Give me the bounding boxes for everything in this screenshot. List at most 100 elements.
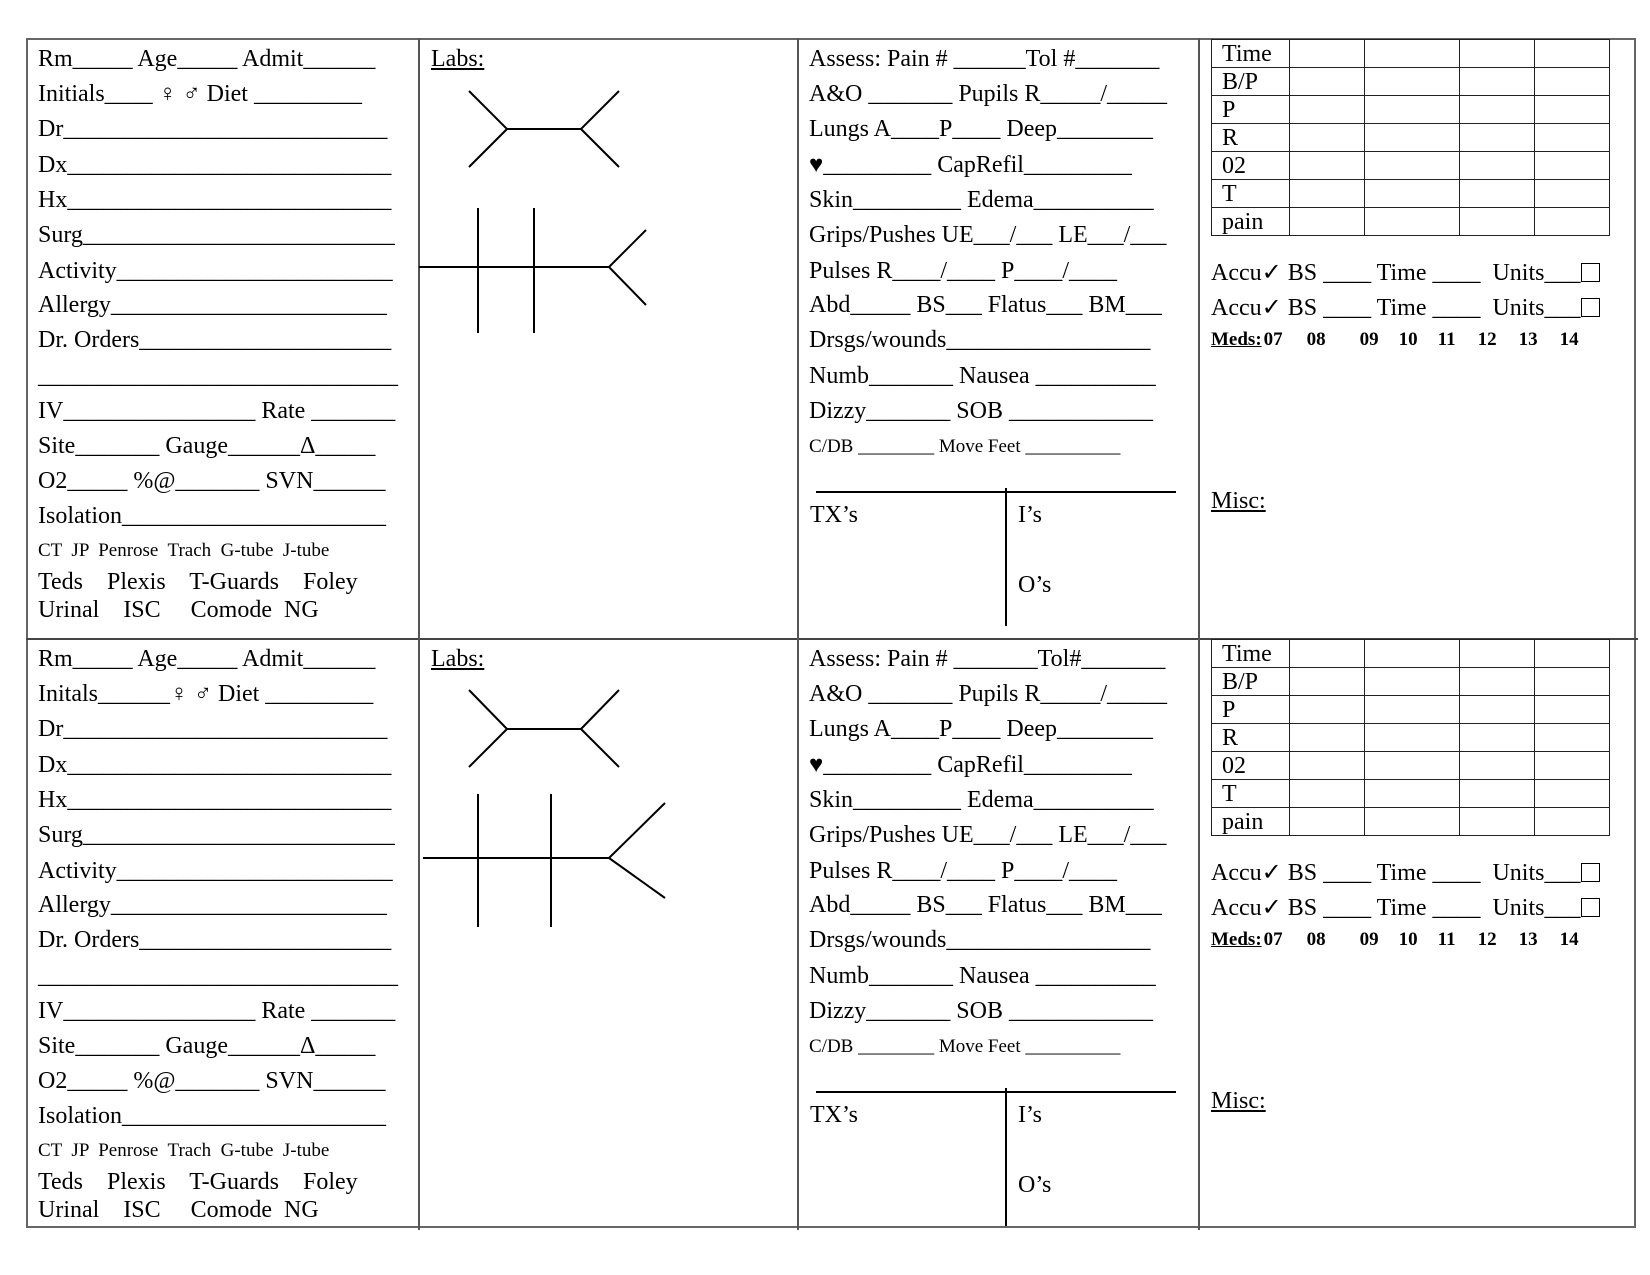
vitals-cell[interactable] [1534, 179, 1610, 208]
vitals-cell[interactable] [1459, 207, 1535, 236]
vitals-cell[interactable] [1534, 95, 1610, 124]
vitals-cell[interactable] [1534, 123, 1610, 152]
med-hour: 08 [1306, 329, 1326, 350]
vitals-row-label: R [1211, 723, 1290, 752]
vitals-row-label: P [1211, 95, 1290, 124]
vitals-cell[interactable] [1459, 751, 1535, 780]
vitals-cell[interactable] [1364, 39, 1460, 68]
vitals-row-label: T [1211, 179, 1290, 208]
vitals-cell[interactable] [1459, 639, 1535, 668]
assessment-field: A&O _______ Pupils R_____/_____ [809, 81, 1168, 107]
vitals-cell[interactable] [1289, 807, 1365, 836]
med-hour: 10 [1398, 929, 1418, 950]
accucheck-checkbox[interactable] [1581, 298, 1601, 317]
vitals-row-label: 02 [1211, 751, 1290, 780]
vitals-row: 02 [1211, 751, 1610, 780]
vitals-row-label: 02 [1211, 151, 1290, 180]
patient-info-field: ______________________________ [38, 963, 398, 989]
vitals-row-label: B/P [1211, 667, 1290, 696]
vitals-cell[interactable] [1459, 151, 1535, 180]
vitals-cell[interactable] [1364, 807, 1460, 836]
vitals-cell[interactable] [1289, 695, 1365, 724]
vitals-cell[interactable] [1364, 667, 1460, 696]
vitals-cell[interactable] [1459, 779, 1535, 808]
vitals-cell[interactable] [1289, 123, 1365, 152]
vitals-cell[interactable] [1534, 667, 1610, 696]
cbc-diagram-line [608, 266, 647, 306]
vitals-cell[interactable] [1289, 723, 1365, 752]
vitals-cell[interactable] [1364, 639, 1460, 668]
vitals-cell[interactable] [1289, 179, 1365, 208]
vitals-cell[interactable] [1534, 723, 1610, 752]
cbc-diagram-line [608, 857, 666, 899]
vitals-cell[interactable] [1459, 667, 1535, 696]
t-chart-vertical-line [1005, 1088, 1007, 1226]
vitals-cell[interactable] [1289, 151, 1365, 180]
assessment-field: Dizzy_______ SOB ____________ [809, 398, 1153, 424]
vitals-cell[interactable] [1459, 39, 1535, 68]
vitals-cell[interactable] [1459, 179, 1535, 208]
treatments-label: TX’s [810, 1102, 858, 1128]
vitals-cell[interactable] [1289, 779, 1365, 808]
vitals-cell[interactable] [1289, 207, 1365, 236]
vitals-cell[interactable] [1289, 95, 1365, 124]
vitals-cell[interactable] [1364, 151, 1460, 180]
intake-label: I’s [1018, 502, 1042, 528]
vitals-row-label: P [1211, 695, 1290, 724]
vitals-cell[interactable] [1289, 39, 1365, 68]
med-hour: 12 [1477, 329, 1497, 350]
vitals-cell[interactable] [1459, 807, 1535, 836]
med-hour: 14 [1559, 329, 1579, 350]
vitals-cell[interactable] [1534, 751, 1610, 780]
accucheck-row: Accu✓ BS ____ Time ____ Units___ [1211, 260, 1601, 286]
vitals-cell[interactable] [1534, 39, 1610, 68]
med-hour: 08 [1306, 929, 1326, 950]
vitals-row: B/P [1211, 667, 1610, 696]
assessment-field: Assess: Pain # ______Tol #_______ [809, 46, 1160, 72]
patient-info-field: Site_______ Gauge______Δ_____ [38, 433, 376, 459]
patient-info-field: O2_____ %@_______ SVN______ [38, 468, 386, 494]
accucheck-row: Accu✓ BS ____ Time ____ Units___ [1211, 295, 1601, 321]
intake-label: I’s [1018, 1102, 1042, 1128]
vitals-cell[interactable] [1459, 723, 1535, 752]
vitals-cell[interactable] [1364, 67, 1460, 96]
med-hour: 13 [1518, 929, 1538, 950]
vitals-row: R [1211, 723, 1610, 752]
vitals-cell[interactable] [1534, 67, 1610, 96]
vitals-cell[interactable] [1364, 779, 1460, 808]
vitals-cell[interactable] [1289, 639, 1365, 668]
accucheck-checkbox[interactable] [1581, 263, 1601, 282]
vitals-cell[interactable] [1459, 695, 1535, 724]
vitals-cell[interactable] [1459, 123, 1535, 152]
vitals-cell[interactable] [1289, 667, 1365, 696]
vitals-cell[interactable] [1364, 723, 1460, 752]
vitals-cell[interactable] [1534, 151, 1610, 180]
vitals-cell[interactable] [1459, 95, 1535, 124]
vitals-cell[interactable] [1364, 123, 1460, 152]
vitals-cell[interactable] [1534, 779, 1610, 808]
bmp-diagram-line [580, 128, 620, 168]
med-hour: 13 [1518, 329, 1538, 350]
cdb-move-feet-field: C/DB ________ Move Feet __________ [809, 436, 1121, 457]
vitals-cell[interactable] [1364, 179, 1460, 208]
accucheck-checkbox[interactable] [1581, 898, 1601, 917]
vitals-cell[interactable] [1364, 751, 1460, 780]
patient-section: Rm_____ Age_____ Admit______ Initials____… [0, 38, 1650, 638]
output-label: O’s [1018, 572, 1052, 598]
vitals-cell[interactable] [1364, 695, 1460, 724]
assessment-field: Lungs A____P____ Deep________ [809, 116, 1153, 142]
vitals-cell[interactable] [1364, 207, 1460, 236]
accucheck-checkbox[interactable] [1581, 863, 1601, 882]
vitals-row: pain [1211, 807, 1610, 836]
vitals-cell[interactable] [1534, 639, 1610, 668]
t-chart-horizontal-line [816, 1091, 1176, 1093]
vitals-cell[interactable] [1459, 67, 1535, 96]
vitals-cell[interactable] [1364, 95, 1460, 124]
patient-info-field: Initials____ ♀ ♂ Diet _________ [38, 81, 362, 107]
vitals-cell[interactable] [1289, 751, 1365, 780]
vitals-cell[interactable] [1289, 67, 1365, 96]
vitals-cell[interactable] [1534, 695, 1610, 724]
vitals-cell[interactable] [1534, 207, 1610, 236]
med-hour: 11 [1437, 929, 1456, 950]
vitals-cell[interactable] [1534, 807, 1610, 836]
